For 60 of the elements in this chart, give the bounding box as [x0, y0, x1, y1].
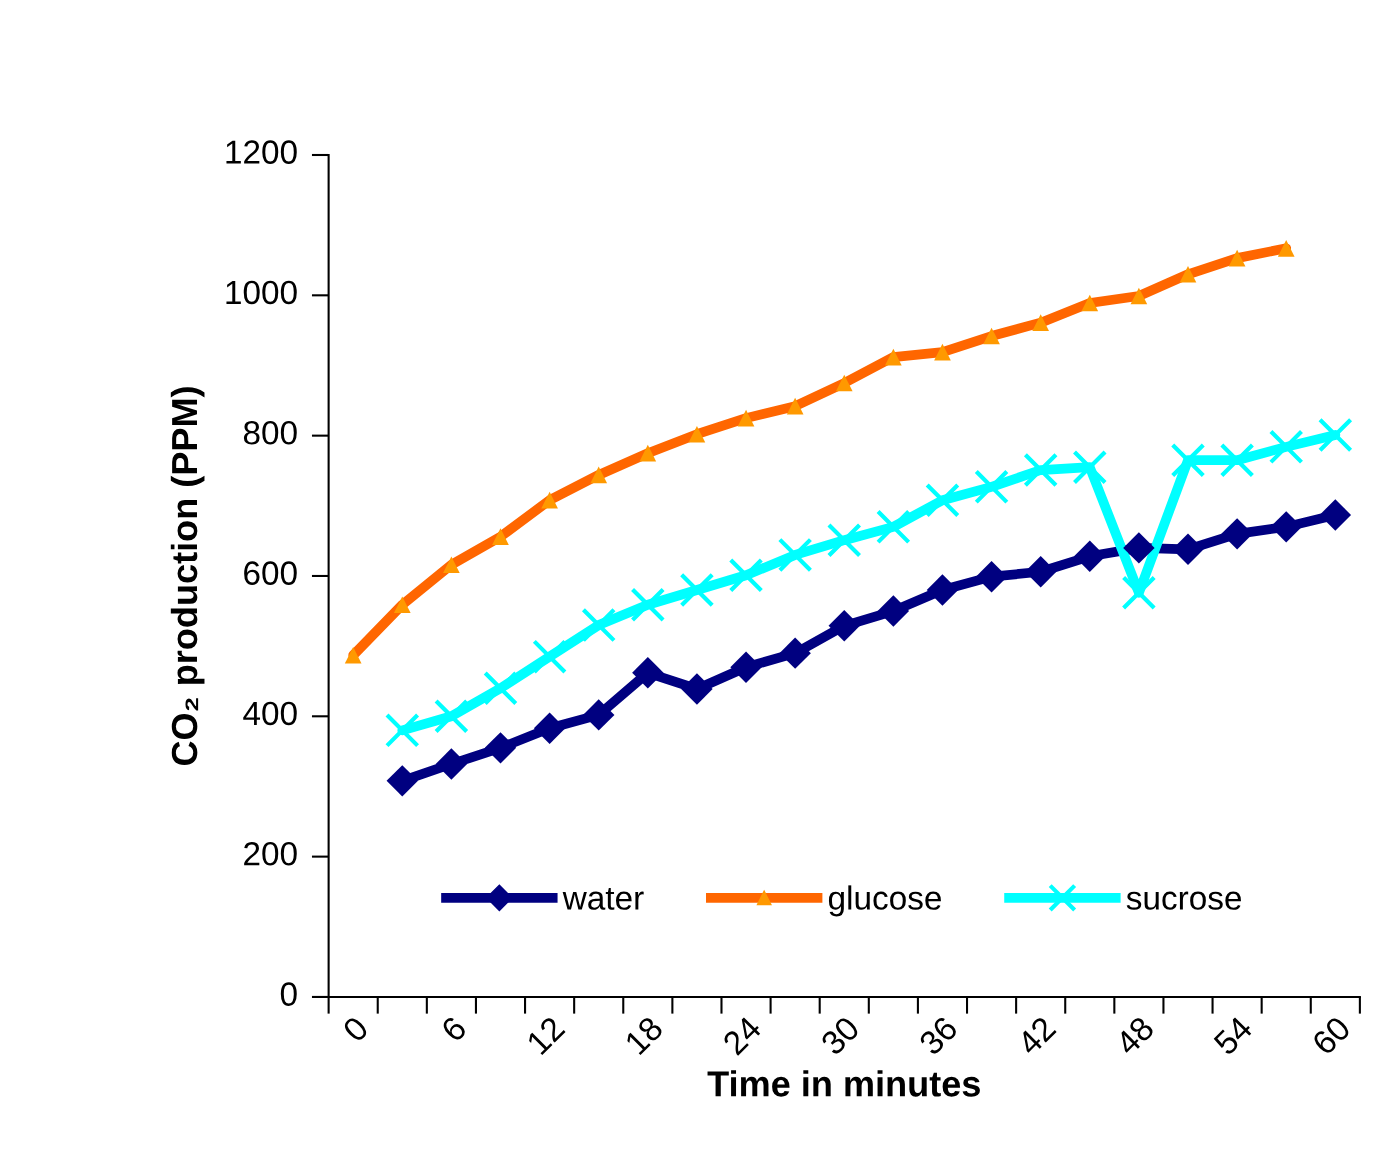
y-tick-label: 400 — [243, 701, 297, 726]
point — [484, 732, 517, 764]
x-tick-label: 0 — [341, 1015, 370, 1044]
x-tick-label: 42 — [1015, 1015, 1057, 1057]
point — [728, 557, 764, 593]
x-tick-label: 30 — [819, 1015, 861, 1057]
point — [926, 574, 959, 606]
point — [828, 610, 860, 642]
y-tick-label: 600 — [244, 561, 297, 585]
point — [826, 522, 862, 558]
legend-label: glucose — [828, 885, 941, 917]
point — [925, 482, 960, 518]
point — [630, 587, 666, 623]
x-tick-label: 48 — [1113, 1015, 1156, 1057]
point — [779, 637, 811, 669]
point — [1268, 429, 1304, 465]
x-tick-label: 6 — [440, 1015, 468, 1043]
point — [583, 699, 615, 731]
point — [435, 748, 468, 780]
point — [532, 639, 567, 675]
point — [974, 469, 1009, 505]
legend-label: water — [562, 887, 644, 910]
point — [434, 698, 469, 734]
point — [1219, 442, 1255, 478]
point — [533, 712, 566, 744]
point — [730, 651, 762, 683]
y-axis-title: CO₂ production (PPM) — [170, 387, 205, 766]
x-tick-label: 24 — [721, 1014, 763, 1056]
point — [777, 537, 813, 573]
point — [581, 607, 617, 643]
point — [384, 712, 420, 748]
point — [875, 509, 911, 545]
y-tick-label: 1200 — [226, 140, 297, 164]
point — [1319, 499, 1352, 531]
point — [1121, 575, 1157, 611]
x-tick-label: 18 — [624, 1015, 665, 1056]
x-axis-title: Time in minutes — [707, 1070, 980, 1097]
point — [483, 670, 518, 706]
point — [1317, 417, 1353, 453]
point — [386, 765, 418, 797]
legend-label: sucrose — [1126, 891, 1241, 910]
point — [632, 657, 664, 689]
point — [1270, 511, 1302, 543]
point — [1170, 442, 1206, 478]
x-tick-label: 54 — [1212, 1015, 1254, 1057]
point — [877, 595, 910, 627]
y-tick-label: 1000 — [226, 280, 297, 305]
point — [679, 572, 715, 608]
point — [1123, 532, 1155, 564]
x-tick-label: 36 — [917, 1015, 959, 1057]
y-tick-label: 0 — [280, 982, 297, 1006]
point — [1023, 452, 1059, 488]
point — [681, 673, 713, 705]
x-tick-label: 60 — [1310, 1015, 1352, 1056]
point — [1072, 449, 1108, 485]
point — [1221, 518, 1253, 550]
x-tick-label: 12 — [525, 1015, 566, 1056]
point — [1074, 540, 1106, 573]
y-tick-label: 200 — [244, 841, 297, 866]
y-tick-label: 800 — [243, 420, 297, 445]
